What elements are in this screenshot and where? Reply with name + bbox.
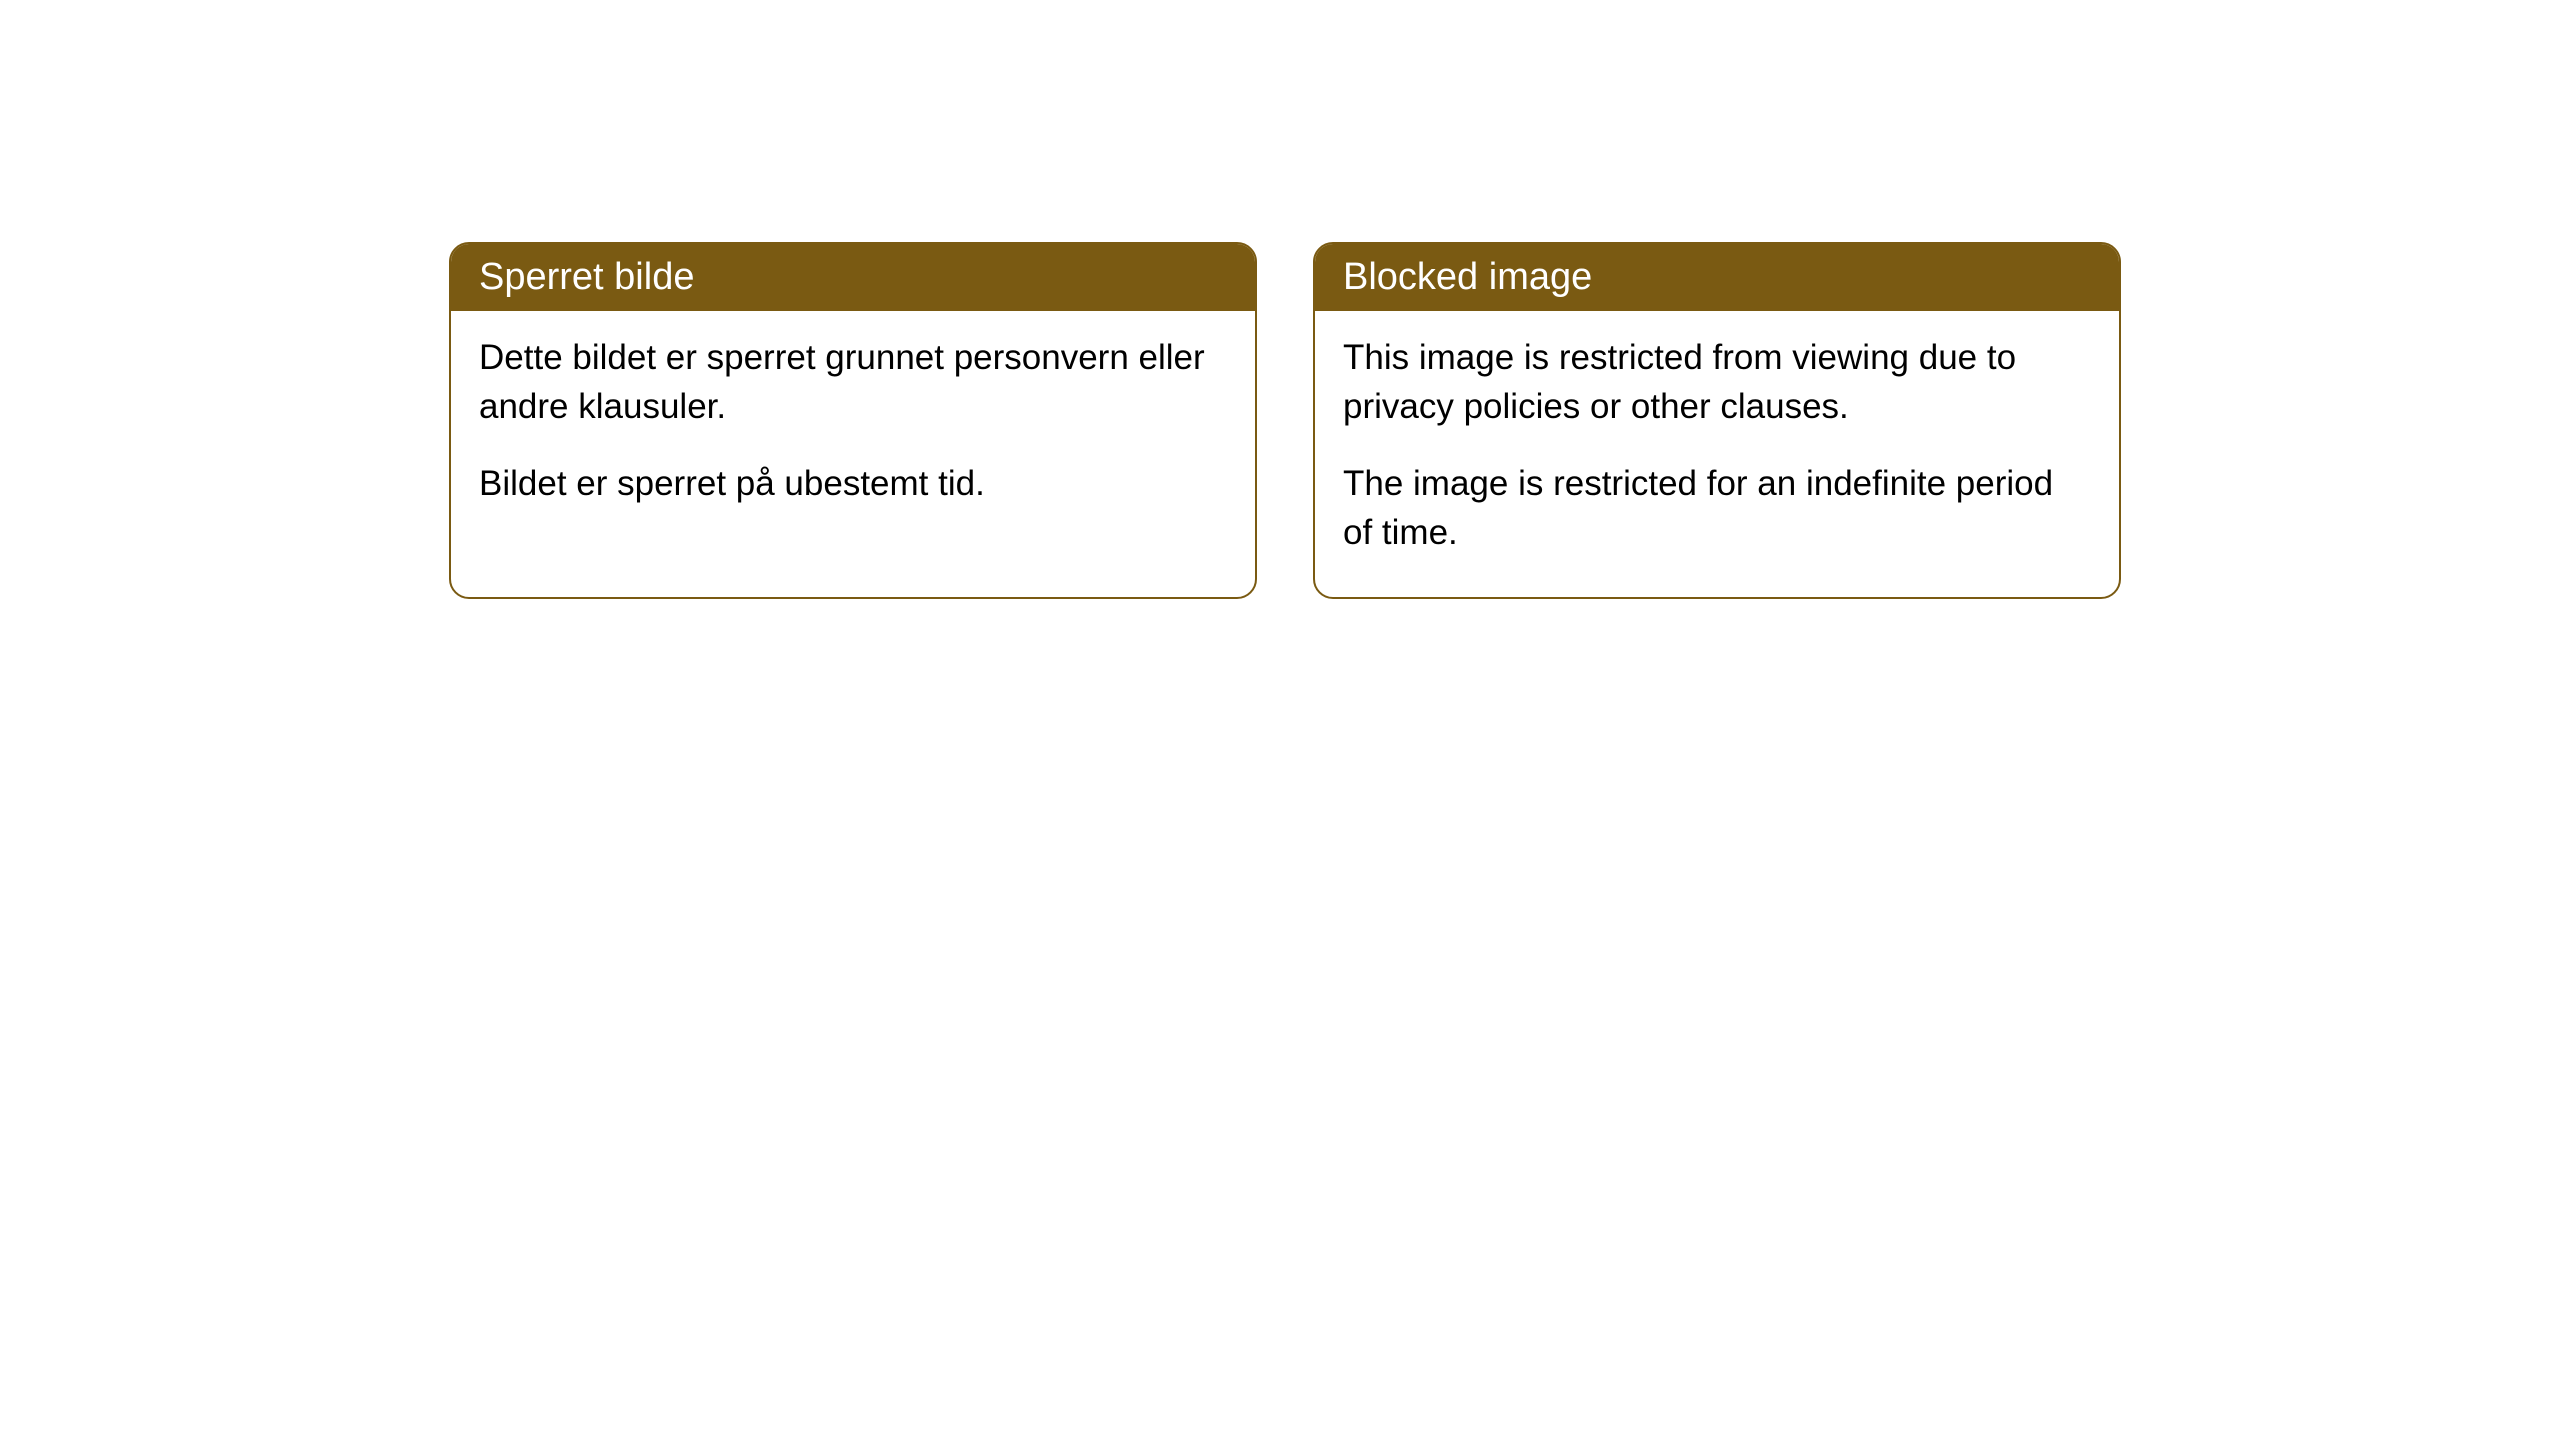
notice-cards-container: Sperret bilde Dette bildet er sperret gr… (449, 242, 2121, 599)
notice-card-norwegian: Sperret bilde Dette bildet er sperret gr… (449, 242, 1257, 599)
card-paragraph: This image is restricted from viewing du… (1343, 333, 2091, 431)
card-title: Sperret bilde (479, 256, 694, 298)
notice-card-english: Blocked image This image is restricted f… (1313, 242, 2121, 599)
card-paragraph: Bildet er sperret på ubestemt tid. (479, 459, 1227, 508)
card-header: Sperret bilde (451, 244, 1255, 311)
card-header: Blocked image (1315, 244, 2119, 311)
card-paragraph: Dette bildet er sperret grunnet personve… (479, 333, 1227, 431)
card-paragraph: The image is restricted for an indefinit… (1343, 459, 2091, 557)
card-body: This image is restricted from viewing du… (1315, 311, 2119, 597)
card-title: Blocked image (1343, 256, 1592, 298)
card-body: Dette bildet er sperret grunnet personve… (451, 311, 1255, 548)
